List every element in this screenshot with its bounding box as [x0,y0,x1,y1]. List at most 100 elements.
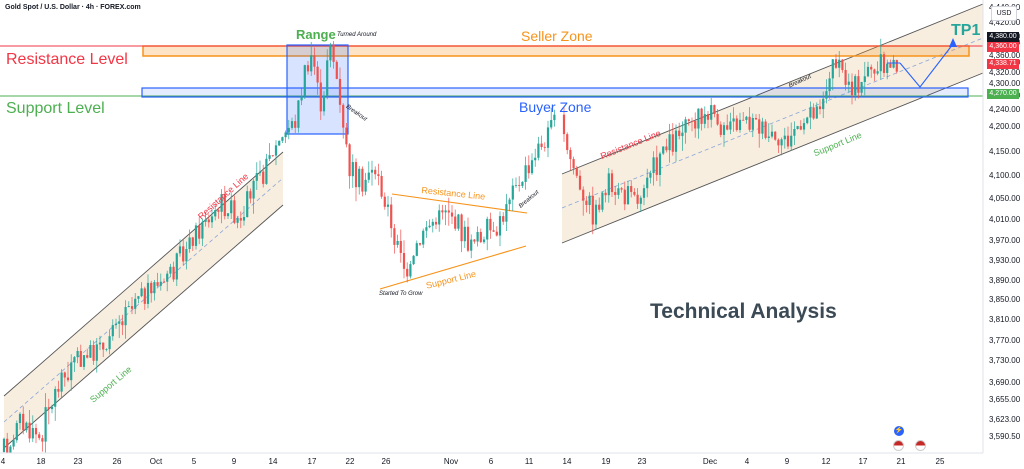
x-tick-label: 22 [346,457,355,466]
projection-path [899,43,954,88]
triangle-support-line [379,245,527,290]
flag-icon-1[interactable] [893,440,904,451]
candle-body [841,59,844,70]
last-price-tag: 4,338.71 [987,59,1019,69]
y-tick-label: 3,690.00 [989,378,1021,387]
channel-lower-right [561,72,984,244]
y-tick-label: 4,240.00 [989,105,1021,114]
x-tick-label: 9 [232,457,237,466]
y-tick-label: 4,300.00 [989,79,1021,88]
buyer-zone-label: Buyer Zone [519,99,592,115]
candle-body [265,158,268,184]
candle-body [521,181,524,186]
candle-body [614,192,617,195]
candle-body [540,143,543,147]
candle-body [258,171,262,174]
candle-body [473,239,476,242]
candle-body [70,362,73,381]
candle-body [838,59,841,68]
candle-body [252,180,255,199]
flag-icon-2[interactable] [915,440,926,451]
candle-body [738,119,742,131]
candle-body [316,66,319,83]
candle-body [751,117,754,130]
candle-body [364,179,367,192]
candle-body [726,125,729,130]
candle-body [694,120,697,129]
candle-body [850,81,854,96]
y-tick-label: 4,050.00 [989,194,1021,203]
candle-body [380,175,383,197]
candle-body [790,135,793,147]
candle-body [457,214,460,229]
candle-body [470,239,473,251]
seller-upper-tag: 4,380.00 [987,32,1019,42]
candle-body [543,146,546,148]
candle-body [809,107,812,118]
lightning-icon[interactable]: ⚡ [894,426,904,436]
candle-body [300,96,303,101]
candle-body [719,124,722,135]
candle-body [95,344,98,361]
x-tick-label: 9 [785,457,790,466]
candle-body [242,217,246,221]
candle-body [610,173,614,193]
x-tick-label: 14 [269,457,278,466]
candle-body [866,66,870,77]
channel-mid-right [561,37,984,209]
candle-body [706,114,710,120]
candle-body [799,126,802,130]
candle-body [671,134,674,152]
candle-body [566,134,569,151]
candle-body [681,132,684,137]
currency-button[interactable]: USD [991,6,1017,21]
candle-body [223,194,226,217]
x-tick-label: 11 [525,457,534,466]
candle-body [303,65,306,97]
candle-body [582,189,585,201]
x-tick-label: 21 [897,457,906,466]
candle-body [345,127,348,145]
candle-body [12,440,15,447]
x-tick-label: 14 [563,457,572,466]
candle-body [214,210,217,217]
price-axis: 4,440.004,420.004,400.004,380.004,360.00… [982,0,1024,469]
candle-body [79,350,82,367]
candle-body [620,188,623,190]
candle-body [326,60,329,96]
candle-body [63,372,66,378]
candle-body [207,219,210,223]
candle-body [287,127,290,133]
candle-body [44,407,47,442]
candle-body [479,231,482,243]
channel-upper-right [561,3,984,175]
candle-body [815,106,818,119]
candle-body [822,98,825,110]
candle-body [466,226,470,251]
candle-body [294,121,297,128]
candle-body [134,298,137,309]
candle-body [649,173,652,178]
candle-body [342,104,345,128]
candle-body [476,231,479,242]
candle-body [742,119,745,121]
y-tick-label: 4,150.00 [989,147,1021,156]
candle-body [230,200,233,214]
candle-body [92,344,95,361]
candle-body [895,59,898,72]
candle-body [271,155,274,157]
candle-body [2,438,6,452]
x-tick-label: 4 [745,457,750,466]
candle-body [518,185,521,186]
candle-body [290,121,294,128]
candle-body [652,157,655,174]
candle-body [383,196,386,207]
candle-body [281,137,284,141]
candle-body [182,246,185,262]
y-tick-label: 4,320.00 [989,68,1021,77]
candle-body [18,413,22,424]
candle-body [390,204,393,229]
candle-body [530,160,534,174]
candle-body [412,255,415,265]
